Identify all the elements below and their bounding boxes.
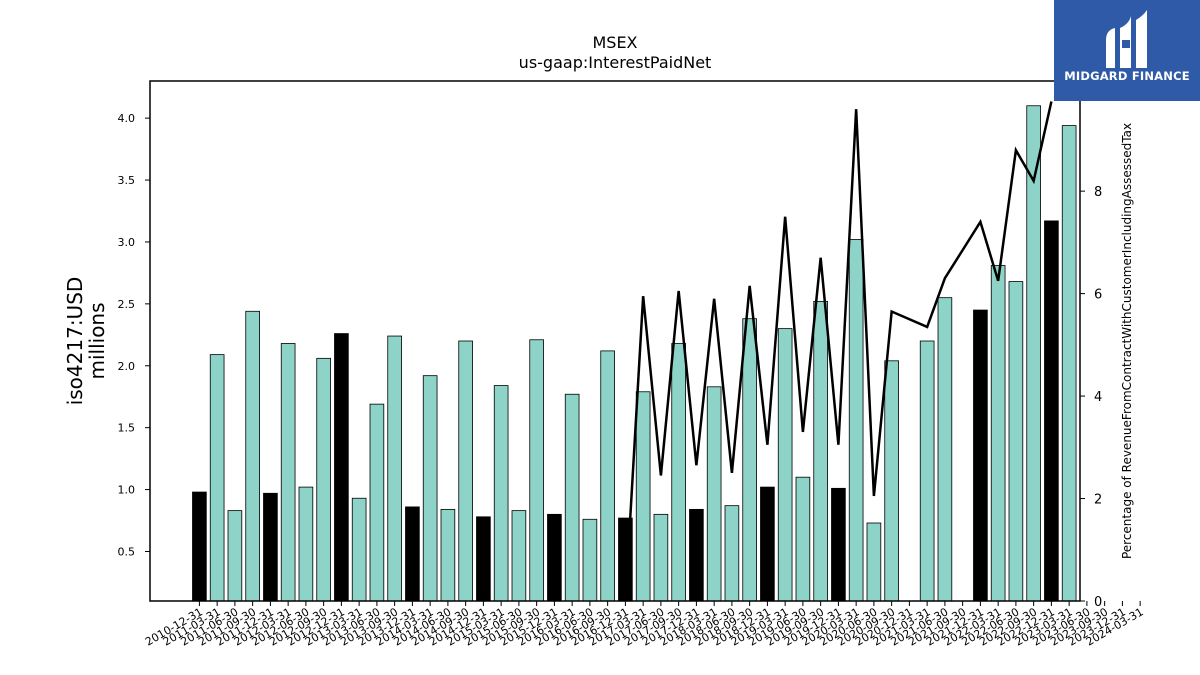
bar-quarterly — [440, 508, 456, 602]
y2-tick-label: 6 — [1094, 288, 1102, 303]
bar-quarterly — [387, 335, 402, 602]
y-tick-label: 4.0 — [118, 112, 136, 125]
bar-quarterly — [635, 391, 651, 602]
y-axis-label-line: iso4217:USD — [63, 277, 87, 406]
bar-quarterly — [813, 300, 828, 602]
y-tick-label: 2.5 — [118, 298, 136, 311]
chart-subtitle: us-gaap:InterestPaidNet — [519, 53, 712, 72]
y-axis-label-line: millions — [85, 302, 109, 379]
bar-quarterly — [245, 310, 260, 602]
y2-tick-label: 2 — [1094, 493, 1102, 508]
bar-quarterly — [529, 339, 544, 602]
bar-quarterly — [884, 360, 899, 602]
bar-quarterly — [564, 393, 580, 602]
bar-quarterly — [582, 518, 598, 602]
bar-quarterly — [280, 343, 296, 602]
bar-quarterly — [795, 476, 811, 602]
bar-quarterly — [671, 343, 686, 602]
y-axis-right: 0 2 4 6 8 — [1080, 185, 1102, 610]
logo-mark-icon — [1106, 10, 1147, 68]
x-axis: 2010-12-312011-03-312011-06-302011-09-30… — [143, 601, 1146, 649]
bar-quarterly — [937, 297, 953, 602]
bar-annual — [476, 516, 491, 602]
bar-quarterly — [919, 340, 935, 602]
bar-quarterly — [369, 403, 385, 602]
y-axis-label: iso4217:USDmillions — [63, 277, 109, 406]
bar-quarterly — [742, 318, 757, 602]
bars-group — [192, 105, 1077, 602]
y2-tick-label: 4 — [1094, 390, 1102, 405]
bar-annual — [973, 309, 988, 602]
bar-quarterly — [848, 239, 864, 602]
y-tick-label: 2.0 — [118, 360, 136, 373]
bar-quarterly — [458, 340, 473, 602]
bar-quarterly — [1061, 125, 1077, 602]
bar-annual — [405, 506, 420, 602]
bar-annual — [263, 492, 278, 602]
bar-quarterly — [600, 350, 615, 602]
y-tick-label: 3.0 — [118, 236, 136, 249]
bar-quarterly — [422, 375, 438, 602]
chart-title: MSEX — [592, 33, 637, 52]
plot-frame — [149, 80, 1081, 602]
y-tick-label: 1.0 — [118, 484, 136, 497]
line-group — [624, 101, 1053, 602]
bar-quarterly — [653, 513, 669, 602]
bar-quarterly — [990, 265, 1006, 602]
logo-text: MIDGARD FINANCE — [1064, 69, 1190, 83]
brand-logo: MIDGARD FINANCE — [1054, 0, 1200, 101]
bar-annual — [831, 487, 846, 602]
bar-annual — [192, 491, 207, 602]
bar-quarterly — [227, 510, 243, 602]
bar-annual — [334, 333, 349, 602]
bar-quarterly — [298, 486, 314, 602]
bar-quarterly — [724, 505, 740, 602]
bar-quarterly — [493, 385, 509, 602]
y-tick-label: 0.5 — [118, 545, 136, 558]
bar-quarterly — [351, 497, 367, 602]
bar-annual — [547, 513, 562, 602]
y2-axis-label: Percentage of RevenueFromContractWithCus… — [1120, 123, 1134, 559]
y2-tick-label: 0 — [1094, 595, 1102, 610]
bar-annual — [760, 486, 775, 602]
bar-quarterly — [1008, 281, 1024, 602]
y-tick-label: 3.5 — [118, 174, 136, 187]
bar-quarterly — [706, 386, 722, 602]
bar-quarterly — [511, 510, 527, 602]
bar-annual — [1044, 220, 1059, 602]
bar-quarterly — [866, 522, 882, 602]
y-tick-label: 1.5 — [118, 422, 136, 435]
line-series — [624, 101, 1053, 602]
y2-tick-label: 8 — [1094, 185, 1102, 200]
bar-annual — [689, 508, 704, 602]
bar-quarterly — [209, 354, 225, 602]
bar-quarterly — [777, 328, 793, 602]
bar-quarterly — [316, 357, 331, 602]
y-axis-left: 0.5 1.0 1.5 2.0 2.5 3.0 3.5 4.0 — [118, 112, 150, 558]
